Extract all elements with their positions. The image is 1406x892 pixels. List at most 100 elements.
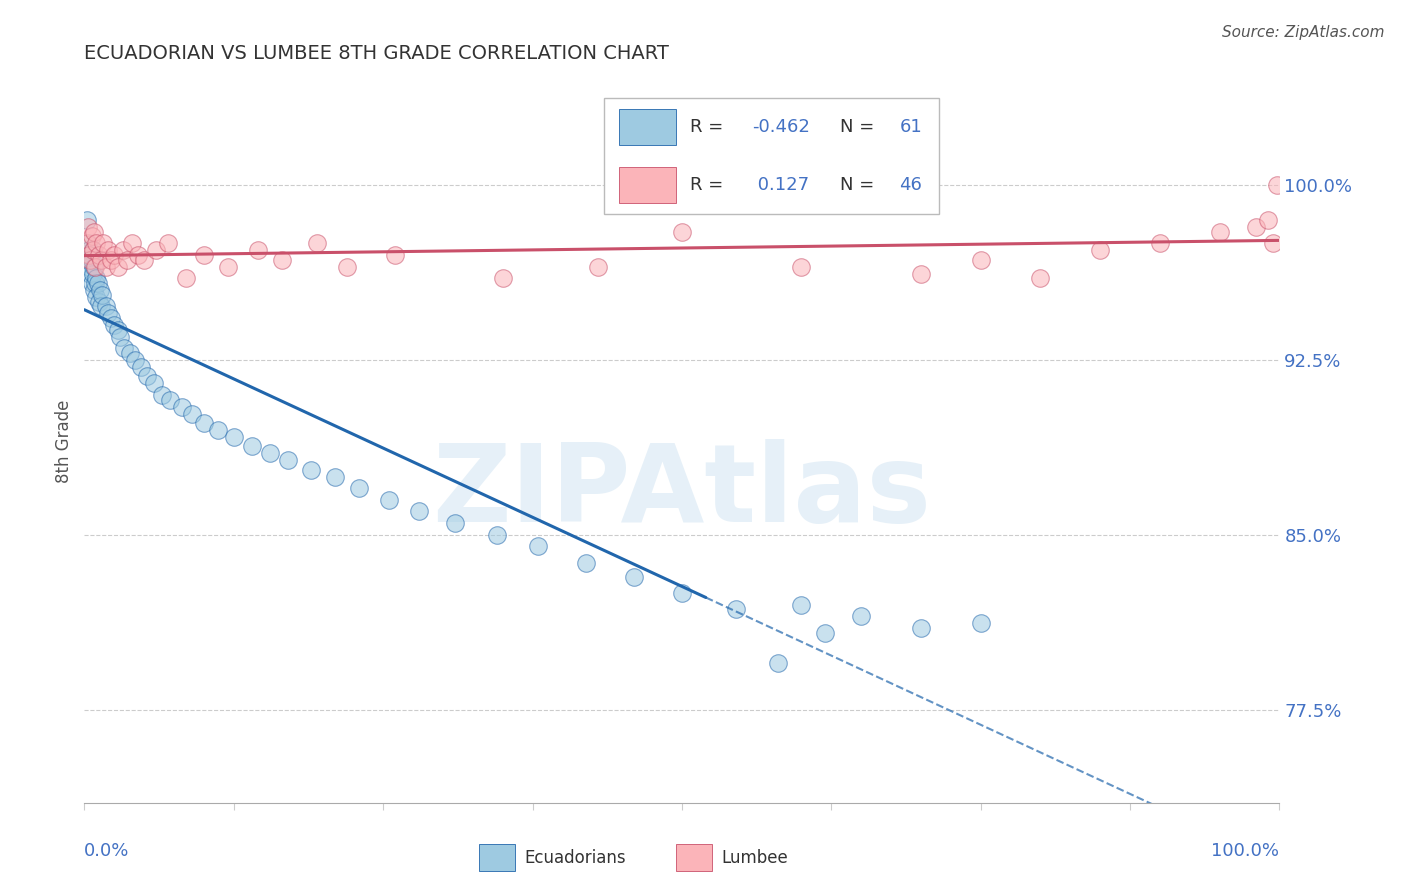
FancyBboxPatch shape: [676, 844, 711, 871]
Point: [970, 252, 993, 267]
Point: [77, 220, 100, 235]
Point: [1244, 220, 1267, 235]
Point: [349, 481, 371, 495]
Text: Lumbee: Lumbee: [721, 848, 789, 867]
Point: [910, 267, 932, 281]
Point: [588, 260, 610, 274]
Point: [623, 570, 645, 584]
Point: [124, 353, 146, 368]
Point: [408, 504, 430, 518]
Point: [150, 388, 173, 402]
Point: [86, 236, 108, 251]
Point: [86, 276, 108, 290]
Point: [83, 225, 105, 239]
Point: [1209, 225, 1232, 239]
Point: [970, 616, 993, 631]
Point: [1149, 236, 1171, 251]
Text: ECUADORIAN VS LUMBEE 8TH GRADE CORRELATION CHART: ECUADORIAN VS LUMBEE 8TH GRADE CORRELATI…: [84, 45, 669, 63]
Point: [103, 318, 125, 332]
FancyBboxPatch shape: [619, 167, 676, 203]
Point: [159, 392, 181, 407]
Point: [87, 294, 110, 309]
Point: [1265, 178, 1288, 193]
Point: [121, 236, 143, 251]
Text: 61: 61: [900, 119, 922, 136]
Point: [83, 260, 105, 274]
Point: [1090, 244, 1112, 258]
Point: [80, 229, 103, 244]
Point: [79, 248, 101, 262]
Text: 46: 46: [900, 176, 922, 194]
Point: [444, 516, 467, 530]
Point: [851, 609, 873, 624]
Point: [77, 260, 100, 274]
Text: ZIPAtlas: ZIPAtlas: [433, 439, 931, 545]
Text: 100.0%: 100.0%: [1212, 842, 1279, 860]
Point: [76, 213, 98, 227]
Point: [325, 469, 347, 483]
Point: [671, 225, 693, 239]
Point: [307, 236, 329, 251]
Point: [766, 656, 789, 670]
Point: [575, 556, 598, 570]
Point: [174, 271, 197, 285]
Point: [145, 244, 167, 258]
Point: [89, 283, 111, 297]
Point: [240, 439, 263, 453]
Point: [97, 244, 120, 258]
Point: [77, 252, 100, 267]
Point: [1257, 213, 1279, 227]
Text: R =: R =: [690, 119, 730, 136]
Point: [790, 260, 813, 274]
Point: [527, 540, 550, 554]
Point: [135, 369, 157, 384]
Text: 0.127: 0.127: [752, 176, 810, 194]
Point: [222, 430, 245, 444]
Point: [172, 400, 194, 414]
Point: [246, 244, 269, 258]
Point: [336, 260, 359, 274]
Point: [90, 299, 112, 313]
Point: [118, 346, 141, 360]
Point: [76, 236, 98, 251]
Point: [301, 462, 323, 476]
Point: [127, 248, 149, 262]
Point: [910, 621, 932, 635]
Point: [77, 248, 100, 262]
Point: [82, 244, 104, 258]
Text: 0.0%: 0.0%: [84, 842, 129, 860]
Point: [193, 416, 215, 430]
Point: [193, 248, 215, 262]
Point: [91, 287, 114, 301]
Point: [492, 271, 515, 285]
Point: [82, 244, 104, 258]
Point: [107, 260, 129, 274]
Point: [207, 423, 229, 437]
Y-axis label: 8th Grade: 8th Grade: [55, 400, 73, 483]
Point: [80, 276, 103, 290]
Point: [77, 236, 100, 251]
Point: [94, 260, 117, 274]
Point: [82, 267, 104, 281]
Point: [112, 341, 135, 355]
Text: -0.462: -0.462: [752, 119, 810, 136]
Point: [79, 267, 101, 281]
Point: [181, 407, 204, 421]
Point: [77, 244, 100, 258]
Point: [814, 625, 837, 640]
Point: [84, 260, 107, 274]
Point: [129, 359, 152, 374]
Point: [86, 271, 108, 285]
Point: [103, 248, 125, 262]
Point: [84, 276, 107, 290]
FancyBboxPatch shape: [619, 110, 676, 145]
Point: [117, 252, 139, 267]
Point: [79, 252, 101, 267]
Point: [671, 586, 693, 600]
Point: [80, 252, 103, 267]
Point: [110, 329, 132, 343]
Text: N =: N =: [839, 119, 880, 136]
Point: [217, 260, 239, 274]
Point: [790, 598, 813, 612]
Point: [93, 236, 115, 251]
